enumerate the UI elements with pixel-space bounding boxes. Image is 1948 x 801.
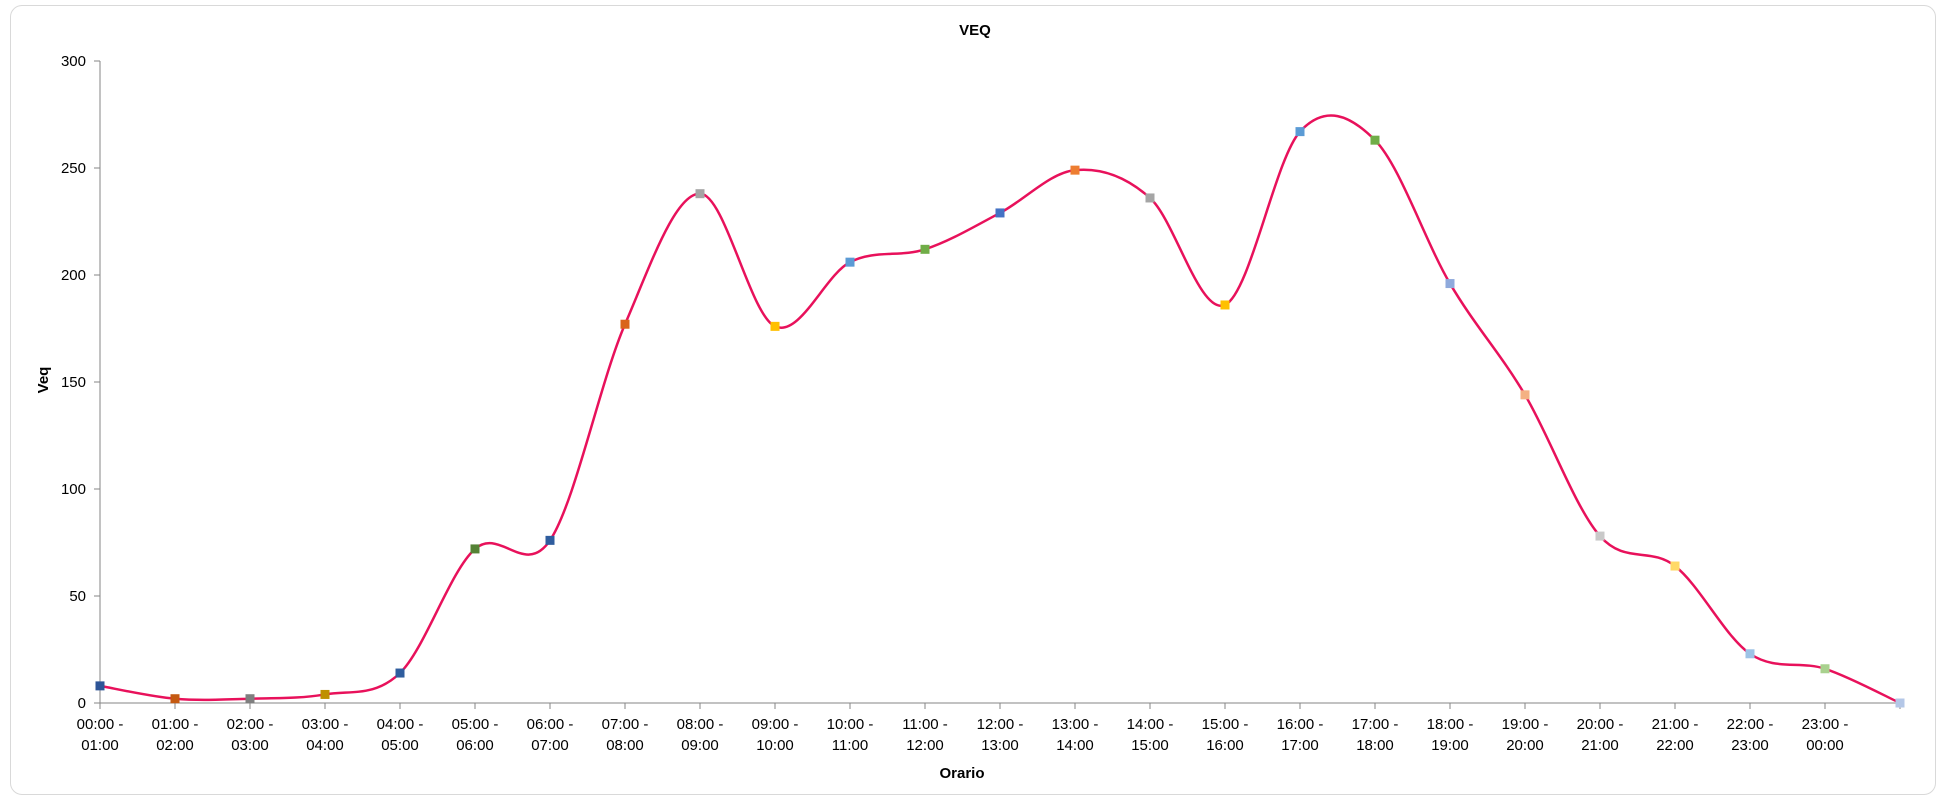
x-tick-label: 11:00 - [902,716,948,733]
x-tick-label: 13:00 [981,737,1019,754]
x-tick-label: 19:00 - [1502,716,1549,733]
x-tick-label: 16:00 [1206,737,1244,754]
x-tick-label: 13:00 - [1052,716,1099,733]
data-point-marker [1595,531,1605,541]
x-tick-label: 00:00 - [77,716,124,733]
x-tick-label: 02:00 - [227,716,274,733]
data-point-marker [1520,390,1530,400]
x-tick-label: 11:00 [832,737,868,754]
y-axis-title: Veq [35,367,52,394]
data-point-marker [995,208,1005,218]
data-point-marker [95,681,105,691]
y-tick-label: 300 [61,53,86,70]
data-point-marker [845,257,855,267]
y-tick-label: 0 [78,695,86,712]
y-tick-label: 200 [61,267,86,284]
y-tick-label: 50 [69,588,86,605]
x-tick-label: 05:00 - [452,716,499,733]
x-tick-label: 17:00 - [1352,716,1399,733]
data-point-marker [320,689,330,699]
data-point-marker [620,319,630,329]
x-tick-label: 15:00 [1131,737,1169,754]
data-markers [95,127,1905,708]
data-point-marker [1220,300,1230,310]
x-tick-label: 08:00 - [677,716,724,733]
x-tick-label: 00:00 [1806,737,1844,754]
x-tick-label: 03:00 - [302,716,349,733]
x-tick-label: 09:00 [681,737,719,754]
data-point-marker [1145,193,1155,203]
data-point-marker [1895,698,1905,708]
x-tick-label: 07:00 - [602,716,649,733]
data-point-marker [1070,165,1080,175]
x-tick-label: 21:00 - [1652,716,1699,733]
data-point-marker [1670,561,1680,571]
x-tick-label: 14:00 [1056,737,1094,754]
data-point-marker [470,544,480,554]
x-tick-label: 22:00 [1656,737,1694,754]
chart-title: VEQ [959,22,991,39]
x-tick-label: 06:00 [456,737,494,754]
data-point-marker [1745,649,1755,659]
x-tick-label: 04:00 [306,737,344,754]
x-axis-title: Orario [939,765,984,782]
data-point-marker [1445,279,1455,289]
x-tick-label: 06:00 - [527,716,574,733]
x-tick-label: 14:00 - [1127,716,1174,733]
x-tick-label: 09:00 - [752,716,799,733]
x-tick-label: 23:00 [1731,737,1769,754]
data-point-marker [395,668,405,678]
x-tick-label: 07:00 [531,737,569,754]
data-point-marker [695,189,705,199]
y-tick-label: 100 [61,481,86,498]
chart-frame [10,5,1936,795]
data-point-marker [170,694,180,704]
y-axis: 0 50 100 150 200 250 300 [61,53,101,712]
x-tick-label: 12:00 - [977,716,1024,733]
data-point-marker [1370,135,1380,145]
x-tick-label: 03:00 [231,737,269,754]
x-tick-label: 22:00 - [1727,716,1774,733]
x-tick-label: 23:00 - [1802,716,1849,733]
x-tick-label: 21:00 [1581,737,1619,754]
data-point-marker [545,535,555,545]
x-tick-label: 08:00 [606,737,644,754]
y-tick-label: 150 [61,374,86,391]
data-point-marker [1820,664,1830,674]
x-tick-label: 10:00 - [827,716,874,733]
x-tick-label: 05:00 [381,737,419,754]
series-line [99,114,1901,705]
data-point-marker [920,244,930,254]
x-tick-label: 10:00 [756,737,794,754]
x-tick-label: 04:00 - [377,716,424,733]
x-tick-label: 12:00 [906,737,944,754]
x-tick-label: 02:00 [156,737,194,754]
x-tick-label: 18:00 [1356,737,1394,754]
x-tick-label: 16:00 - [1277,716,1324,733]
data-point-marker [1295,127,1305,137]
x-tick-label: 20:00 - [1577,716,1624,733]
data-point-marker [770,321,780,331]
y-tick-label: 250 [61,160,86,177]
x-tick-label: 17:00 [1281,737,1319,754]
x-tick-label: 18:00 - [1427,716,1474,733]
x-tick-label: 20:00 [1506,737,1544,754]
data-point-marker [245,694,255,704]
x-tick-label: 01:00 [81,737,119,754]
x-tick-label: 19:00 [1431,737,1469,754]
x-axis: 00:00 - 01:00 01:00 - 02:00 02:00 - 03:00 03:0… [77,702,1901,754]
x-tick-label: 15:00 - [1202,716,1249,733]
x-tick-label: 01:00 - [152,716,199,733]
